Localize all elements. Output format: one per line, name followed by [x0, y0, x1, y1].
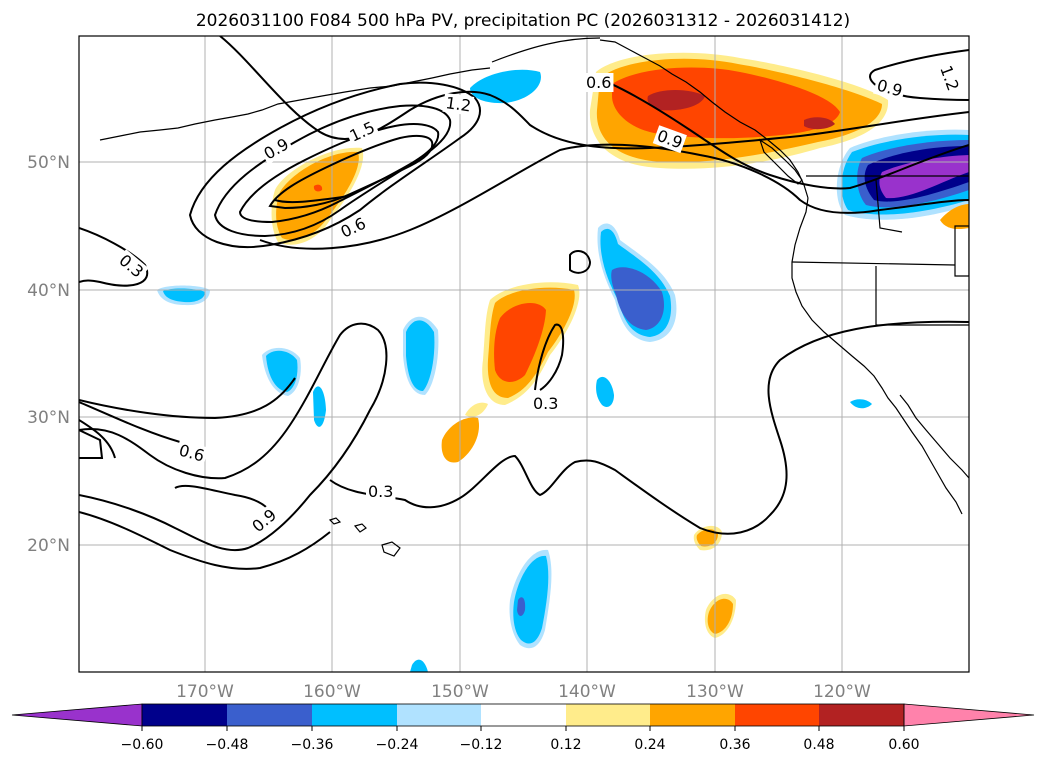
precip-blob-south-negative [509, 549, 552, 649]
lat-tick-label: 20°N [27, 536, 70, 556]
colorbar-extend-high [903, 703, 1035, 727]
figure-title: 2026031100 F084 500 hPa PV, precipitatio… [196, 11, 850, 31]
longitude-tick-labels: 170°W 160°W 150°W 140°W 130°W 120°W [176, 682, 871, 702]
precip-blob-east-edge [940, 204, 969, 230]
lon-tick-label: 170°W [176, 682, 234, 702]
colorbar-tick-label: 0.48 [803, 737, 834, 753]
colorbar-tick-label: −0.36 [291, 737, 334, 753]
map-frame [78, 35, 970, 673]
colorbar-segment [397, 704, 481, 726]
colorbar-segment [312, 704, 397, 726]
lat-tick-label: 30°N [27, 408, 70, 428]
precip-blob-small-2 [596, 376, 614, 407]
colorbar-tick-label: 0.36 [719, 737, 750, 753]
pv-contours [79, 36, 969, 570]
map-panel: 0.3 0.6 0.9 1.2 1.5 0.6 0.9 0.3 0.6 0.9 … [78, 35, 970, 673]
colorbar-tick-label: −0.60 [121, 737, 164, 753]
lat-tick-label: 40°N [27, 281, 70, 301]
contour-label: 0.6 [586, 73, 611, 92]
lon-tick-label: 130°W [686, 682, 744, 702]
latitude-tick-labels: 50°N 40°N 30°N 20°N [27, 153, 70, 556]
lat-tick-label: 50°N [27, 153, 70, 173]
colorbar-segment [227, 704, 312, 726]
colorbar-segment [142, 704, 227, 726]
colorbar-tick-label: 0.12 [550, 737, 581, 753]
contour-label: 1.2 [444, 93, 472, 115]
colorbar-segment [481, 704, 566, 726]
colorbar-segment [566, 704, 650, 726]
precip-blob-east-negative [597, 223, 677, 342]
colorbar-tick-label: −0.24 [376, 737, 419, 753]
colorbar-tick-label: −0.12 [460, 737, 503, 753]
contour-label: 0.3 [368, 482, 393, 501]
colorbar-segment [819, 704, 904, 726]
colorbar-tick-label: −0.48 [206, 737, 249, 753]
pv-contour-labels: 0.3 0.6 0.9 1.2 1.5 0.6 0.9 0.3 0.6 0.9 … [113, 60, 964, 538]
colorbar-segment [650, 704, 735, 726]
contour-label: 0.3 [533, 394, 558, 413]
lon-tick-label: 140°W [558, 682, 616, 702]
precip-blob-central [482, 282, 580, 405]
colorbar-tick-label: 0.24 [634, 737, 665, 753]
precip-blob-small-9 [850, 399, 872, 409]
lon-tick-label: 120°W [813, 682, 871, 702]
colorbar-extend-low [11, 703, 143, 727]
lon-tick-label: 150°W [431, 682, 489, 702]
colorbar-tick-label: 0.60 [888, 737, 919, 753]
colorbar-segment [735, 704, 819, 726]
lon-tick-label: 160°W [303, 682, 361, 702]
colorbar: −0.60 −0.48 −0.36 −0.24 −0.12 0.12 0.24 … [11, 703, 1035, 753]
